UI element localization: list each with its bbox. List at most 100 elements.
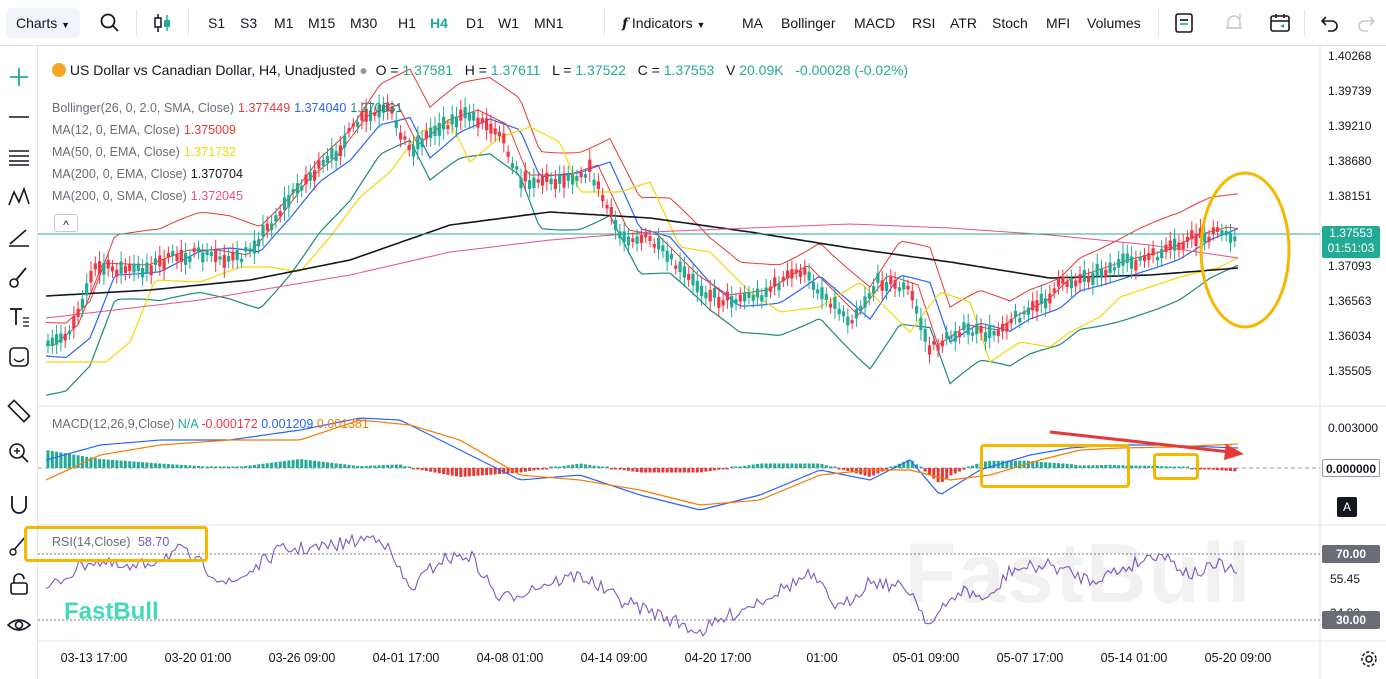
macd-histogram-bar <box>317 461 321 468</box>
trend-tool-icon[interactable] <box>6 224 32 250</box>
redo-icon[interactable] <box>1354 11 1378 35</box>
layout-icon[interactable] <box>1172 11 1196 35</box>
timeframe-m1[interactable]: M1 <box>274 15 294 31</box>
time-tick: 01:00 <box>806 651 838 665</box>
rsi-legend: RSI(14,Close) 58.70 <box>52 535 169 549</box>
macd-histogram-bar <box>145 462 149 468</box>
indicator-value: 1.371732 <box>183 145 236 159</box>
timeframe-mn1[interactable]: MN1 <box>534 15 564 31</box>
macd-histogram-bar <box>833 466 837 468</box>
charts-menu-button[interactable]: Charts ▼ <box>6 8 81 38</box>
macd-histogram-bar <box>837 468 841 470</box>
time-tick: 03-26 09:00 <box>268 651 336 665</box>
volume-value: 20.09K <box>739 62 784 78</box>
macd-histogram-bar <box>1074 464 1078 468</box>
collapse-legend-button[interactable]: ^ <box>54 214 78 232</box>
indicator-mfi[interactable]: MFI <box>1046 15 1071 31</box>
indicator-macd[interactable]: MACD <box>854 15 896 31</box>
timeframe-w1[interactable]: W1 <box>498 15 519 31</box>
macd-histogram-bar <box>790 463 794 468</box>
indicator-atr[interactable]: ATR <box>950 15 977 31</box>
candle-body <box>171 250 175 257</box>
indicator-bollinger[interactable]: Bollinger <box>781 15 836 31</box>
pattern-icon[interactable] <box>6 184 32 210</box>
candle-body <box>50 337 54 347</box>
candle-body <box>106 259 110 269</box>
price-tick: 1.35505 <box>1328 364 1372 378</box>
macd-histogram-bar <box>446 468 450 475</box>
indicator-legend: MA(50, 0, EMA, Close) 1.371732 <box>52 145 236 159</box>
macd-histogram-bar <box>515 468 519 473</box>
indicator-legend: MA(200, 0, EMA, Close) 1.370704 <box>52 167 243 181</box>
price-tick: 1.37093 <box>1328 259 1372 273</box>
macd-histogram-bar <box>820 464 824 468</box>
ruler-icon[interactable] <box>6 398 32 424</box>
alert-icon[interactable] <box>1222 11 1246 35</box>
candle-body <box>141 267 145 278</box>
indicator-stoch[interactable]: Stoch <box>992 15 1028 31</box>
timeframe-s1[interactable]: S1 <box>208 15 226 31</box>
calendar-icon[interactable] <box>1268 11 1292 35</box>
settings-gear-icon[interactable] <box>1359 649 1379 669</box>
macd-histogram-bar <box>695 468 699 473</box>
macd-histogram-bar <box>381 465 385 468</box>
brush-icon[interactable] <box>6 264 32 290</box>
emoji-icon[interactable] <box>6 344 32 370</box>
highlight-ellipse <box>1199 171 1291 329</box>
candle-body <box>622 231 626 243</box>
text-tool-icon[interactable] <box>6 304 32 330</box>
magnet-icon[interactable] <box>6 492 32 518</box>
macd-histogram-bar <box>1181 466 1185 468</box>
lock-icon[interactable] <box>6 572 32 598</box>
candle-body <box>781 276 785 282</box>
indicator-ma[interactable]: MA <box>742 15 763 31</box>
macd-histogram-bar <box>704 468 708 472</box>
indicator-rsi[interactable]: RSI <box>912 15 936 31</box>
timeframe-m30[interactable]: M30 <box>350 15 378 31</box>
candle-body <box>80 298 84 309</box>
fib-levels-icon[interactable] <box>6 144 32 170</box>
candle-body <box>958 332 962 338</box>
candle-body <box>343 135 347 148</box>
candle-body <box>356 121 360 127</box>
candle-body <box>695 280 699 293</box>
candle-body <box>700 285 704 297</box>
macd-histogram-bar <box>786 463 790 468</box>
macd-histogram-bar <box>1216 468 1220 471</box>
horizontal-line-icon[interactable] <box>6 104 32 130</box>
candlestick-type-icon[interactable] <box>150 11 174 35</box>
search-icon[interactable] <box>98 11 122 35</box>
candle-body <box>334 151 338 161</box>
eye-icon[interactable] <box>6 612 32 638</box>
candle-body <box>1228 232 1233 244</box>
timeframe-m15[interactable]: M15 <box>308 15 336 31</box>
timeframe-h4[interactable]: H4 <box>430 15 448 31</box>
macd-histogram-bar <box>1100 465 1103 468</box>
candle-body <box>364 108 368 122</box>
macd-histogram-bar <box>373 465 377 468</box>
indicator-volumes[interactable]: Volumes <box>1087 15 1141 31</box>
timeframe-d1[interactable]: D1 <box>466 15 484 31</box>
macd-histogram-bar <box>1117 465 1121 468</box>
crosshair-icon[interactable] <box>6 64 32 90</box>
timeframe-s3[interactable]: S3 <box>240 15 258 31</box>
macd-histogram-bar <box>506 468 510 474</box>
macd-histogram-bar <box>420 468 424 471</box>
macd-histogram-bar <box>700 468 704 473</box>
auto-scale-button[interactable]: A <box>1337 497 1357 517</box>
macd-histogram-bar <box>197 465 200 468</box>
timeframe-h1[interactable]: H1 <box>398 15 416 31</box>
candle-body <box>381 104 385 113</box>
candle-body <box>1224 231 1228 236</box>
undo-icon[interactable] <box>1318 11 1342 35</box>
zoom-in-icon[interactable] <box>6 440 32 466</box>
volume-label: V <box>725 62 736 78</box>
macd-histogram-bar <box>369 465 372 468</box>
chart-canvas[interactable] <box>38 46 1386 679</box>
indicators-button[interactable]: f Indicators ▼ <box>622 12 705 34</box>
candle-body <box>872 286 876 294</box>
candle-body <box>897 287 901 292</box>
indicator-name: MA(200, 0, SMA, Close) <box>52 189 187 203</box>
candle-body <box>639 235 643 243</box>
macd-highlight-box-small <box>1153 453 1199 480</box>
